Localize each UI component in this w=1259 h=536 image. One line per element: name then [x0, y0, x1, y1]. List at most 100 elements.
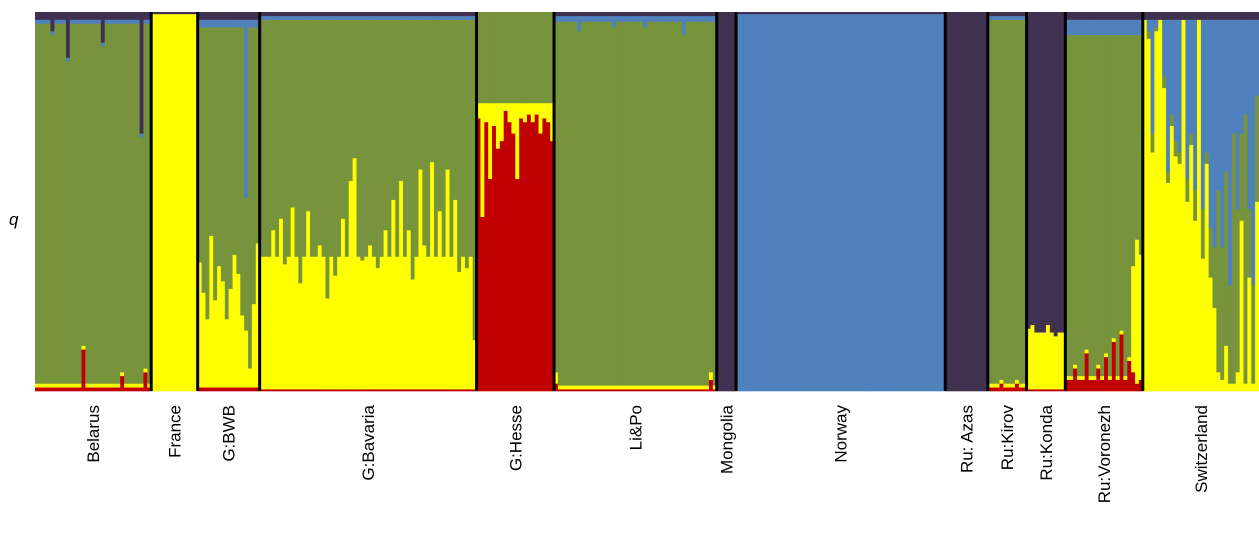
bar-segment-yellow	[1096, 364, 1101, 369]
bar-segment-purple	[306, 12, 311, 17]
bar-segment-green	[449, 19, 454, 257]
bar-segment-green	[534, 12, 540, 104]
bar-segment-blue	[647, 15, 652, 22]
bar-segment-blue	[1135, 19, 1140, 36]
bar-segment-purple	[863, 12, 869, 15]
bar-segment-green	[705, 21, 710, 386]
bar-segment-purple	[464, 12, 470, 17]
bar-segment-red	[480, 216, 485, 392]
bar-segment-red	[143, 372, 148, 392]
bar-segment-red	[344, 389, 350, 392]
bar-segment-yellow	[325, 298, 330, 390]
bar-segment-yellow	[561, 385, 567, 390]
bar-segment-yellow	[127, 383, 133, 388]
bar-segment-purple	[1212, 12, 1217, 20]
bar-segment-yellow	[77, 383, 83, 388]
bar-segment-blue	[1169, 19, 1175, 115]
bar-segment-green	[236, 27, 241, 274]
bar-segment-yellow	[480, 102, 485, 217]
bar-segment-purple	[956, 12, 962, 392]
bar-segment-purple	[418, 12, 423, 17]
bar-segment-green	[127, 23, 133, 384]
bar-segment-blue	[929, 13, 935, 392]
bar-segment-purple	[430, 12, 435, 17]
bar-segment-purple	[302, 12, 307, 17]
bar-segment-green	[290, 19, 296, 208]
bar-segment-purple	[104, 12, 110, 20]
bar-segment-purple	[577, 12, 582, 17]
bar-segment-yellow	[220, 281, 226, 388]
bar-segment-green	[523, 12, 528, 104]
bar-segment-green	[85, 23, 90, 384]
bar-segment-purple	[619, 12, 625, 17]
bar-segment-green	[356, 19, 361, 257]
bar-segment-yellow	[1057, 332, 1063, 390]
bar-segment-blue	[1018, 15, 1024, 20]
bar-segment-yellow	[360, 260, 365, 390]
bar-segment-yellow	[104, 383, 110, 388]
bar-segment-green	[561, 21, 567, 386]
bar-segment-blue	[73, 19, 79, 24]
bar-segment-green	[251, 27, 257, 305]
bar-segment-green	[1018, 19, 1024, 384]
bar-segment-green	[35, 23, 40, 384]
population-label: G:Bavaria	[359, 404, 378, 480]
bar-segment-green	[658, 21, 664, 386]
bar-segment-green	[546, 12, 551, 104]
bar-segment-purple	[35, 12, 40, 20]
bar-segment-red	[639, 389, 644, 392]
bar-segment-blue	[739, 13, 745, 392]
bar-segment-purple	[1038, 12, 1043, 333]
bar-segment-blue	[464, 15, 470, 20]
bar-segment-blue	[1208, 19, 1214, 229]
bar-segment-yellow	[1080, 375, 1086, 380]
bar-segment-blue	[1073, 19, 1078, 36]
bar-segment-green	[619, 21, 625, 386]
bar-segment-purple	[840, 12, 846, 15]
bar-segment-purple	[786, 12, 791, 15]
bar-segment-blue	[577, 15, 582, 32]
bar-segment-blue	[557, 15, 563, 22]
bar-segment-yellow	[248, 368, 253, 388]
population-divider	[1063, 12, 1067, 391]
bar-segment-blue	[689, 15, 695, 22]
bar-segment-red	[414, 389, 420, 392]
bar-segment-blue	[1146, 19, 1152, 32]
bar-segment-red	[689, 389, 695, 392]
bar-segment-blue	[217, 19, 222, 28]
bar-segment-green	[1131, 34, 1136, 267]
bar-segment-purple	[1026, 12, 1032, 329]
bar-segment-purple	[313, 12, 319, 17]
bar-segment-red	[255, 387, 261, 392]
bar-segment-yellow	[569, 385, 574, 390]
bar-segment-purple	[201, 12, 207, 20]
bar-segment-blue	[371, 15, 377, 20]
bar-segment-purple	[623, 12, 629, 17]
bar-segment-red	[1123, 379, 1128, 392]
bar-segment-green	[565, 21, 571, 386]
bar-segment-blue	[317, 15, 323, 20]
bar-segment-purple	[1119, 12, 1125, 20]
bar-segment-purple	[794, 12, 799, 15]
bar-segment-purple	[608, 12, 613, 17]
bar-segment-purple	[883, 12, 888, 15]
bar-segment-red	[495, 148, 501, 392]
bar-segment-yellow	[1100, 375, 1105, 380]
bar-segment-green	[298, 19, 303, 284]
bar-segment-blue	[987, 15, 993, 20]
bar-segment-blue	[1127, 19, 1132, 36]
bar-segment-purple	[666, 12, 671, 17]
bar-segment-red	[519, 118, 524, 392]
bar-segment-purple	[116, 12, 121, 20]
bar-segment-blue	[321, 15, 327, 20]
bar-segment-green	[228, 27, 234, 289]
bar-segment-purple	[720, 12, 726, 392]
bar-segment-blue	[573, 15, 578, 22]
bar-segment-yellow	[542, 102, 547, 119]
bar-segment-green	[422, 19, 427, 246]
bar-segment-blue	[736, 13, 741, 392]
bar-segment-purple	[631, 12, 636, 17]
bar-segment-blue	[914, 13, 919, 392]
bar-segment-yellow	[1026, 328, 1032, 390]
bar-segment-red	[395, 389, 400, 392]
